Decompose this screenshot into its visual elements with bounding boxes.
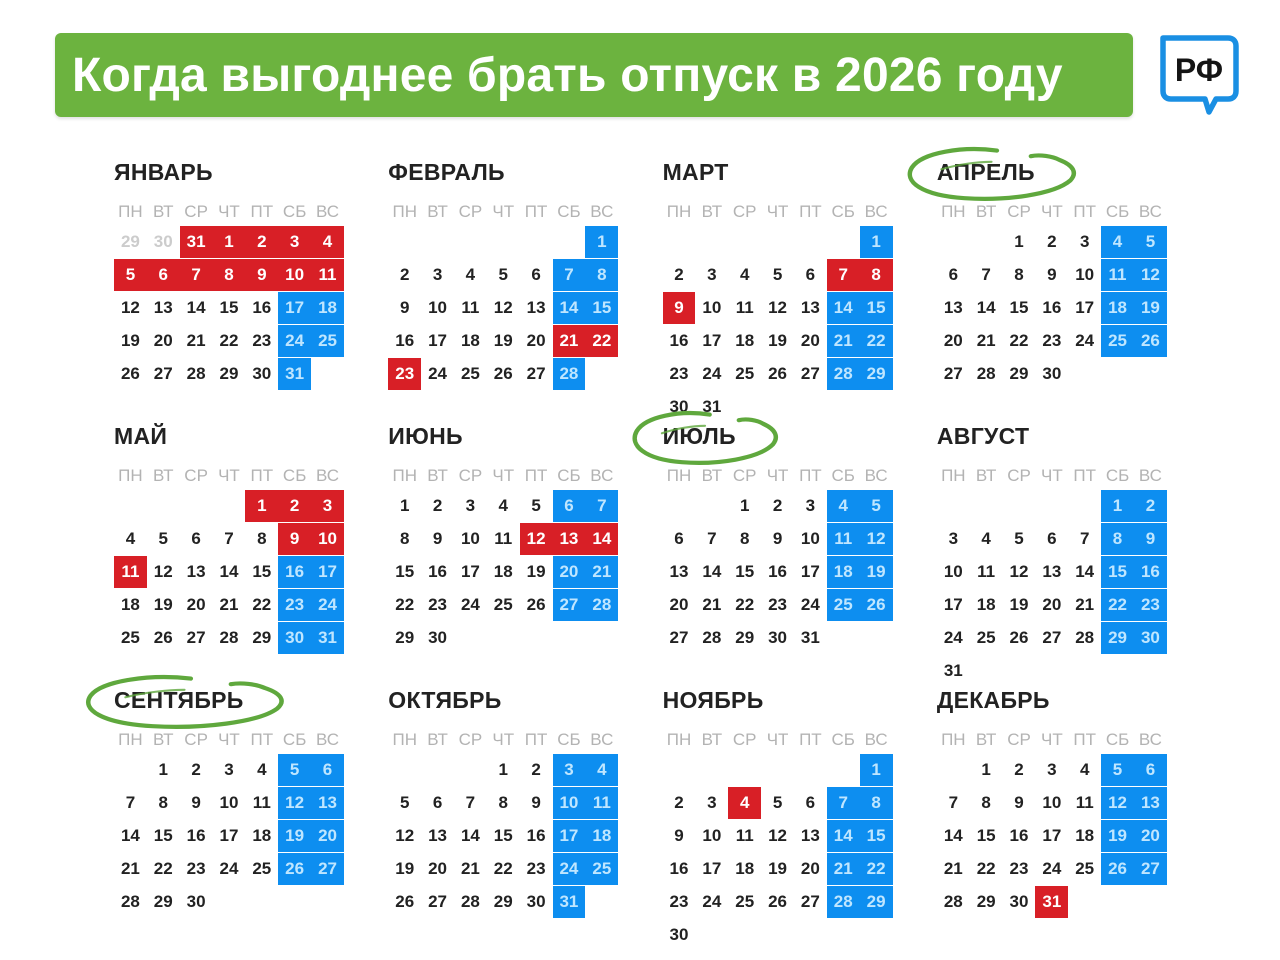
svg-text:РФ: РФ <box>1175 52 1223 88</box>
